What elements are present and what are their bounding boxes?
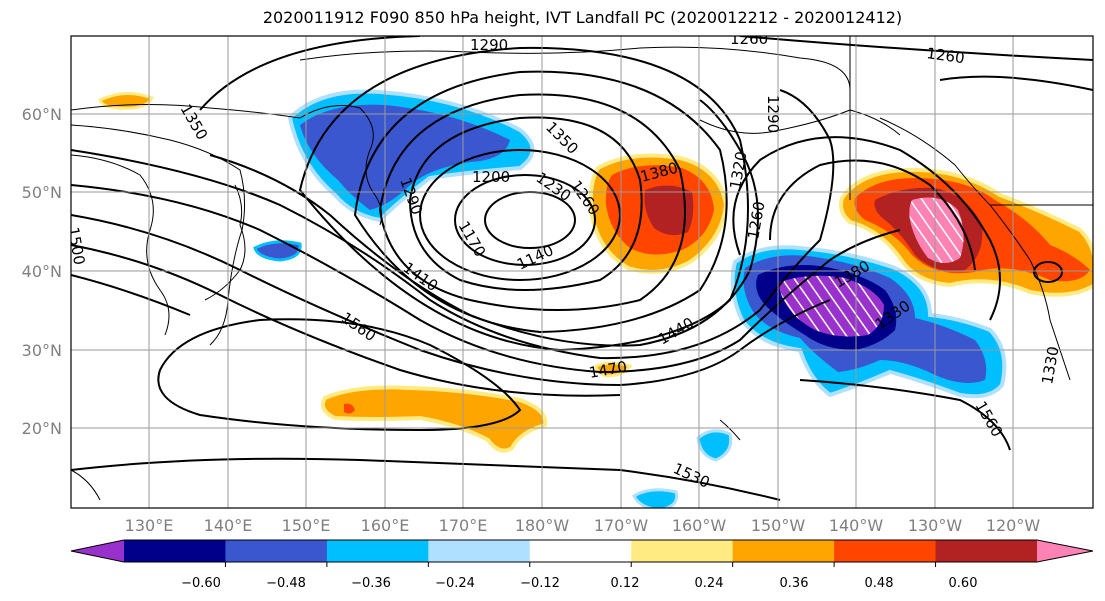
ivt-negative-patch [253, 240, 302, 262]
lon-label: 150°W [751, 516, 806, 535]
colorbar-bin [326, 540, 429, 562]
lon-label: 130°E [125, 516, 174, 535]
latitude-labels: 60°N 50°N 40°N 30°N 20°N [22, 105, 62, 438]
contour-1530 [71, 457, 781, 501]
colorbar-tick-label: −0.60 [181, 576, 221, 591]
colorbar-tick-label: 0.60 [949, 576, 978, 591]
ivt-hatched-region [909, 197, 964, 263]
contour-1260-north [739, 36, 1093, 61]
contour-1200 [419, 149, 621, 281]
ivt-negative-patch [696, 429, 733, 462]
colorbar-tick-label: 0.48 [865, 576, 894, 591]
contour-label: 1200 [472, 168, 510, 186]
contour-label: 1290 [470, 36, 508, 54]
colorbar-extend-max [1037, 540, 1093, 562]
colorbar-bin [428, 540, 531, 562]
lat-label: 40°N [22, 262, 62, 281]
contour-1350 [199, 36, 421, 111]
contour-1290-east [732, 136, 1001, 321]
colorbar-tick-label: −0.48 [266, 576, 306, 591]
colorbar-labels: −0.60 −0.48 −0.36 −0.24 −0.12 0.12 0.24 … [181, 576, 977, 591]
lon-label: 170°W [594, 516, 649, 535]
ivt-negative-core [300, 104, 510, 210]
contour-small-closed [1033, 261, 1063, 283]
colorbar [70, 539, 1094, 567]
lon-label: 120°W [986, 516, 1041, 535]
longitude-labels: 130°E 140°E 150°E 160°E 170°E 180°W 170°… [125, 516, 1041, 535]
coastline-korea-china [71, 154, 170, 336]
coastline-north-america [879, 117, 1071, 381]
lon-label: 140°E [204, 516, 253, 535]
contour-1380 [71, 89, 835, 360]
lon-label: 140°W [829, 516, 884, 535]
colorbar-tick-label: 0.36 [780, 576, 809, 591]
colorbar-bin [529, 540, 632, 562]
shading-layer [98, 89, 1093, 508]
lon-label: 170°E [439, 516, 488, 535]
contour-1320 [298, 46, 749, 352]
map-title: 2020011912 F090 850 hPa height, IVT Land… [262, 8, 903, 27]
graticule [71, 36, 1093, 508]
lat-label: 60°N [22, 105, 62, 124]
colorbar-tick-label: 0.12 [611, 576, 640, 591]
contour-1260 [378, 93, 686, 311]
lon-label: 180°W [515, 516, 570, 535]
ivt-positive-core [344, 403, 355, 414]
contour-1560-east [799, 379, 1011, 451]
map-layers: 1290 1260 1260 1350 1350 1380 1290 1200 … [64, 30, 1093, 508]
colorbar-bin [124, 540, 226, 562]
contour-1560 [157, 318, 522, 432]
colorbar-tick-label: −0.12 [520, 576, 560, 591]
colorbar-tick-label: −0.36 [351, 576, 391, 591]
contour-label: 1260 [730, 30, 768, 48]
contour-label: 1290 [764, 95, 782, 133]
colorbar-tick-label: −0.24 [435, 576, 475, 591]
lon-label: 160°W [672, 516, 727, 535]
map-frame [70, 35, 1094, 509]
coastline-kamchatka [299, 105, 383, 226]
hawaii-islands [719, 419, 741, 441]
contour-1410 [71, 184, 901, 374]
lon-label: 130°W [908, 516, 963, 535]
colorbar-bin [935, 540, 1038, 562]
contour-1260-east [769, 159, 976, 271]
contour-1470 [71, 244, 621, 397]
contour-1170 [454, 174, 596, 266]
colorbar-extend-min [71, 540, 124, 562]
lon-label: 150°E [282, 516, 331, 535]
contour-north-b [939, 75, 1093, 91]
colorbar-bin [225, 540, 328, 562]
colorbar-bin [732, 540, 835, 562]
ivt-hatched-region [779, 275, 884, 337]
contour-label: 1260 [925, 44, 965, 67]
coastline-arctic [299, 46, 851, 91]
ivt-negative-patch [632, 488, 679, 508]
lon-label: 160°E [361, 516, 410, 535]
lat-label: 20°N [22, 419, 62, 438]
ivt-positive-peak [644, 185, 694, 236]
colorbar-bin [834, 540, 937, 562]
lat-label: 50°N [22, 183, 62, 202]
lat-label: 30°N [22, 341, 62, 360]
contour-1230 [408, 116, 643, 291]
contour-1350-b [209, 99, 759, 347]
colorbar-tick-label: 0.24 [695, 576, 724, 591]
coastline-japan [204, 184, 246, 301]
coastline-sw [71, 469, 101, 501]
colorbar-outline [70, 539, 1094, 563]
colorbar-bin [631, 540, 734, 562]
contour-label: 1500 [64, 226, 88, 267]
contour-1500 [71, 274, 191, 316]
ivt-positive-region [321, 385, 548, 453]
